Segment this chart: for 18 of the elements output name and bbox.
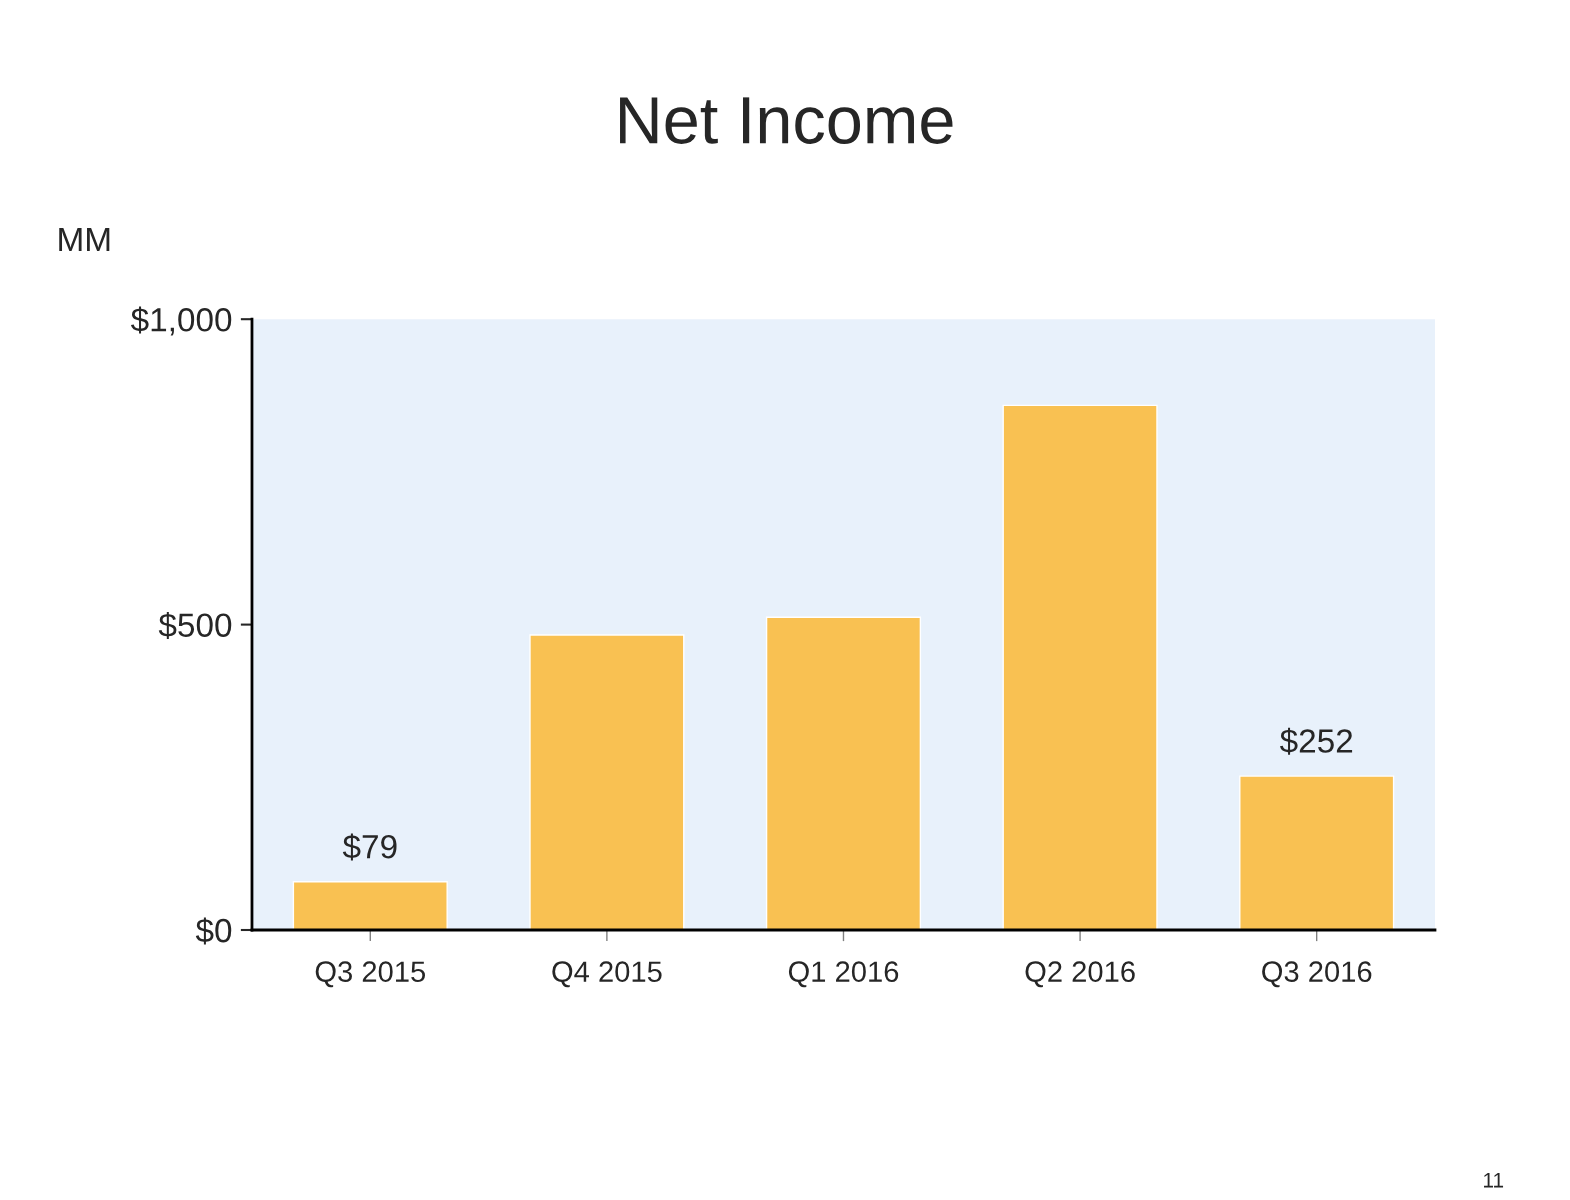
data-label: $79	[342, 833, 397, 861]
y-tick-label: $1,000	[130, 306, 232, 336]
bar	[292, 881, 448, 930]
x-tick-label: Q2 2016	[1025, 961, 1135, 988]
bar	[765, 616, 922, 930]
x-tick-label: Q1 2016	[788, 961, 899, 988]
y-tick-label: $0	[195, 917, 232, 945]
bar	[1239, 775, 1395, 930]
x-tick-label: Q4 2015	[552, 961, 662, 988]
chart-title: Net Income	[620, 97, 953, 144]
x-tick-label: Q3 2015	[315, 961, 426, 988]
x-tick-label: Q3 2016	[1262, 961, 1372, 988]
y-tick-label: $500	[158, 612, 232, 639]
bar	[529, 634, 685, 930]
bar	[1002, 404, 1158, 930]
text: 11	[1484, 1173, 1504, 1188]
y-axis-title: MM	[59, 228, 110, 252]
data-label: $252	[1279, 727, 1353, 755]
